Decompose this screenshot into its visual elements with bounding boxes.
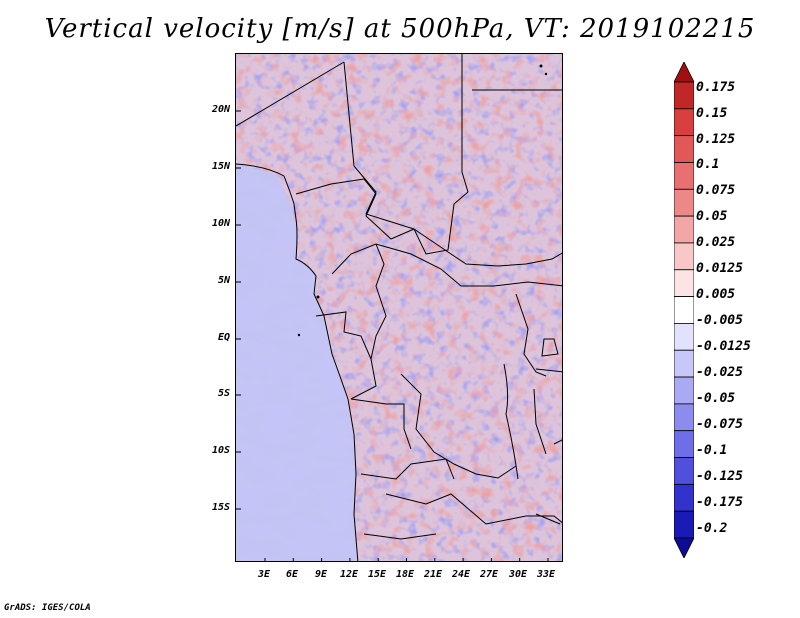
velocity-field-map bbox=[236, 54, 562, 561]
colorbar-label: 0.0125 bbox=[696, 261, 743, 276]
lat-label-15n: 15N bbox=[211, 161, 230, 172]
lat-label-20n: 20N bbox=[211, 104, 230, 115]
colorbar-swatch bbox=[674, 188, 694, 217]
colorbar-swatch bbox=[674, 215, 694, 244]
colorbar-label: -0.05 bbox=[696, 391, 736, 406]
map-plot-area bbox=[235, 53, 563, 562]
colorbar-swatch bbox=[674, 376, 694, 405]
lon-label-3e: 3E bbox=[257, 569, 271, 580]
colorbar-swatch bbox=[674, 242, 694, 271]
colorbar-swatch bbox=[674, 62, 694, 83]
colorbar-swatch bbox=[674, 403, 694, 432]
lat-label-5s: 5S bbox=[217, 388, 230, 399]
lon-label-9e: 9E bbox=[314, 569, 328, 580]
lat-label-5n: 5N bbox=[217, 275, 230, 286]
lat-label-eq: EQ bbox=[217, 332, 230, 343]
colorbar-label: -0.005 bbox=[696, 313, 743, 328]
colorbar-swatch bbox=[674, 323, 694, 351]
colorbar-label: 0.125 bbox=[696, 132, 736, 147]
colorbar-label: -0.175 bbox=[696, 495, 743, 510]
colorbar-swatch bbox=[674, 510, 694, 539]
map-title: Vertical velocity [m/s] at 500hPa, VT: 2… bbox=[44, 14, 756, 44]
grads-credit: GrADS: IGES/COLA bbox=[4, 603, 91, 613]
lat-label-15s: 15S bbox=[211, 502, 230, 513]
lon-label-12e: 12E bbox=[339, 569, 359, 580]
colorbar-label: 0.15 bbox=[696, 106, 728, 121]
lon-label-15e: 15E bbox=[367, 569, 387, 580]
colorbar-label: -0.1 bbox=[696, 443, 728, 458]
lon-label-24e: 24E bbox=[451, 569, 471, 580]
colorbar-swatch bbox=[674, 162, 694, 190]
colorbar-label: -0.025 bbox=[696, 365, 743, 380]
colorbar-label: 0.005 bbox=[696, 287, 736, 302]
colorbar-swatch bbox=[674, 457, 694, 485]
colorbar-swatch bbox=[674, 108, 694, 137]
colorbar-swatch bbox=[674, 483, 694, 512]
colorbar bbox=[674, 62, 694, 558]
colorbar-label: -0.2 bbox=[696, 521, 728, 536]
colorbar-swatch bbox=[674, 430, 694, 458]
lat-label-10s: 10S bbox=[211, 445, 230, 456]
colorbar-swatch bbox=[674, 81, 694, 110]
colorbar-swatch bbox=[674, 349, 694, 378]
colorbar-label: -0.0125 bbox=[696, 339, 751, 354]
colorbar-swatch bbox=[674, 269, 694, 297]
colorbar-label: -0.125 bbox=[696, 469, 743, 484]
colorbar-label: -0.075 bbox=[696, 417, 743, 432]
lon-label-30e: 30E bbox=[508, 569, 528, 580]
colorbar-label: 0.05 bbox=[696, 209, 728, 224]
colorbar-label: 0.175 bbox=[696, 80, 736, 95]
lon-label-27e: 27E bbox=[479, 569, 499, 580]
colorbar-swatch bbox=[674, 296, 694, 324]
colorbar-swatch bbox=[674, 135, 694, 163]
colorbar-label: 0.075 bbox=[696, 183, 736, 198]
lon-label-18e: 18E bbox=[395, 569, 415, 580]
colorbar-label: 0.025 bbox=[696, 235, 736, 250]
lon-label-6e: 6E bbox=[285, 569, 299, 580]
lon-label-21e: 21E bbox=[423, 569, 443, 580]
lon-label-33e: 33E bbox=[536, 569, 556, 580]
lat-label-10n: 10N bbox=[211, 218, 230, 229]
colorbar-label: 0.1 bbox=[696, 157, 720, 172]
colorbar-swatch bbox=[674, 537, 694, 558]
